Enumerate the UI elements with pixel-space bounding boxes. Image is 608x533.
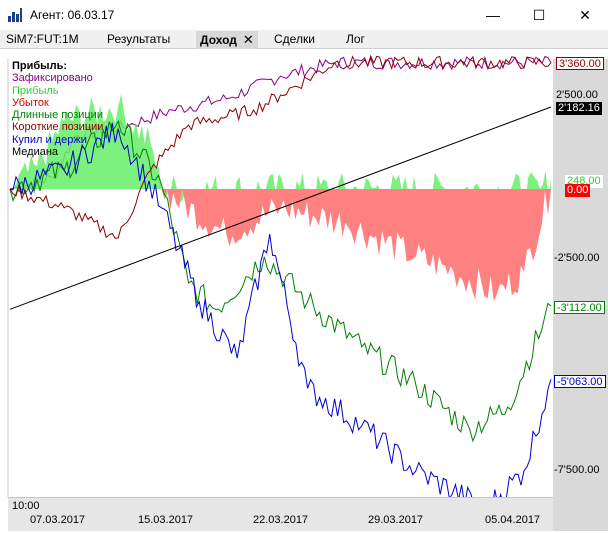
window-title: Агент: 06.03.17 <box>30 8 115 22</box>
tab-deals[interactable]: Сделки <box>274 32 315 46</box>
ytick-label: -7'500.00 <box>554 464 600 476</box>
badge-loss: 0.00 <box>565 184 591 197</box>
xtick-label: 15.03.2017 <box>138 514 194 526</box>
income-chart: Прибыль: Зафиксировано Прибыль Убыток Дл… <box>0 49 608 533</box>
chart-svg <box>7 54 608 531</box>
legend-item-long: Длинные позиции <box>12 109 103 122</box>
legend-item-profit: Прибыль <box>12 84 59 97</box>
legend-item-buyhold: Купил и держи <box>12 133 87 146</box>
tab-log[interactable]: Лог <box>346 32 365 46</box>
tab-income-label: Доход <box>200 33 237 47</box>
chart-app-icon <box>8 8 22 22</box>
legend-item-loss: Убыток <box>12 96 49 109</box>
xtick-label: 05.04.2017 <box>485 514 541 526</box>
close-icon[interactable]: ✕ <box>242 32 254 47</box>
close-button[interactable]: ✕ <box>579 6 591 23</box>
tab-results[interactable]: Результаты <box>107 32 171 46</box>
ytick-label: -2'500.00 <box>554 252 600 264</box>
badge-buyhold: -5'063.00 <box>554 375 606 388</box>
series-short <box>9 54 552 239</box>
series-median <box>9 106 552 310</box>
badge-fixed: 3'360.00 <box>556 57 604 70</box>
xaxis-time: 10:00 <box>12 500 40 512</box>
legend-item-fixed: Зафиксировано <box>12 72 93 85</box>
xaxis-bar <box>8 497 553 531</box>
minimize-button[interactable]: — <box>486 7 500 23</box>
chart-legend: Прибыль: Зафиксировано Прибыль Убыток Дл… <box>12 60 103 158</box>
xtick-label: 07.03.2017 <box>30 514 86 526</box>
tab-bar: SiM7:FUT:1M Результаты Доход ✕ Сделки Лог <box>0 30 608 49</box>
series-buyhold <box>9 122 552 515</box>
xtick-label: 29.03.2017 <box>368 514 424 526</box>
tab-instrument[interactable]: SiM7:FUT:1M <box>6 32 79 46</box>
tab-income[interactable]: Доход ✕ <box>196 31 258 49</box>
legend-item-median: Медиана <box>12 146 59 159</box>
xtick-label: 22.03.2017 <box>253 514 309 526</box>
window-titlebar: Агент: 06.03.17 — ☐ ✕ <box>0 0 608 30</box>
badge-median: 2'182.16 <box>556 102 602 115</box>
legend-title: Прибыль: <box>12 60 67 72</box>
maximize-button[interactable]: ☐ <box>532 6 546 23</box>
badge-long: -3'112.00 <box>554 301 605 314</box>
legend-item-short: Короткие позиции <box>12 121 104 134</box>
ytick-label: 2'500.00 <box>556 89 598 101</box>
